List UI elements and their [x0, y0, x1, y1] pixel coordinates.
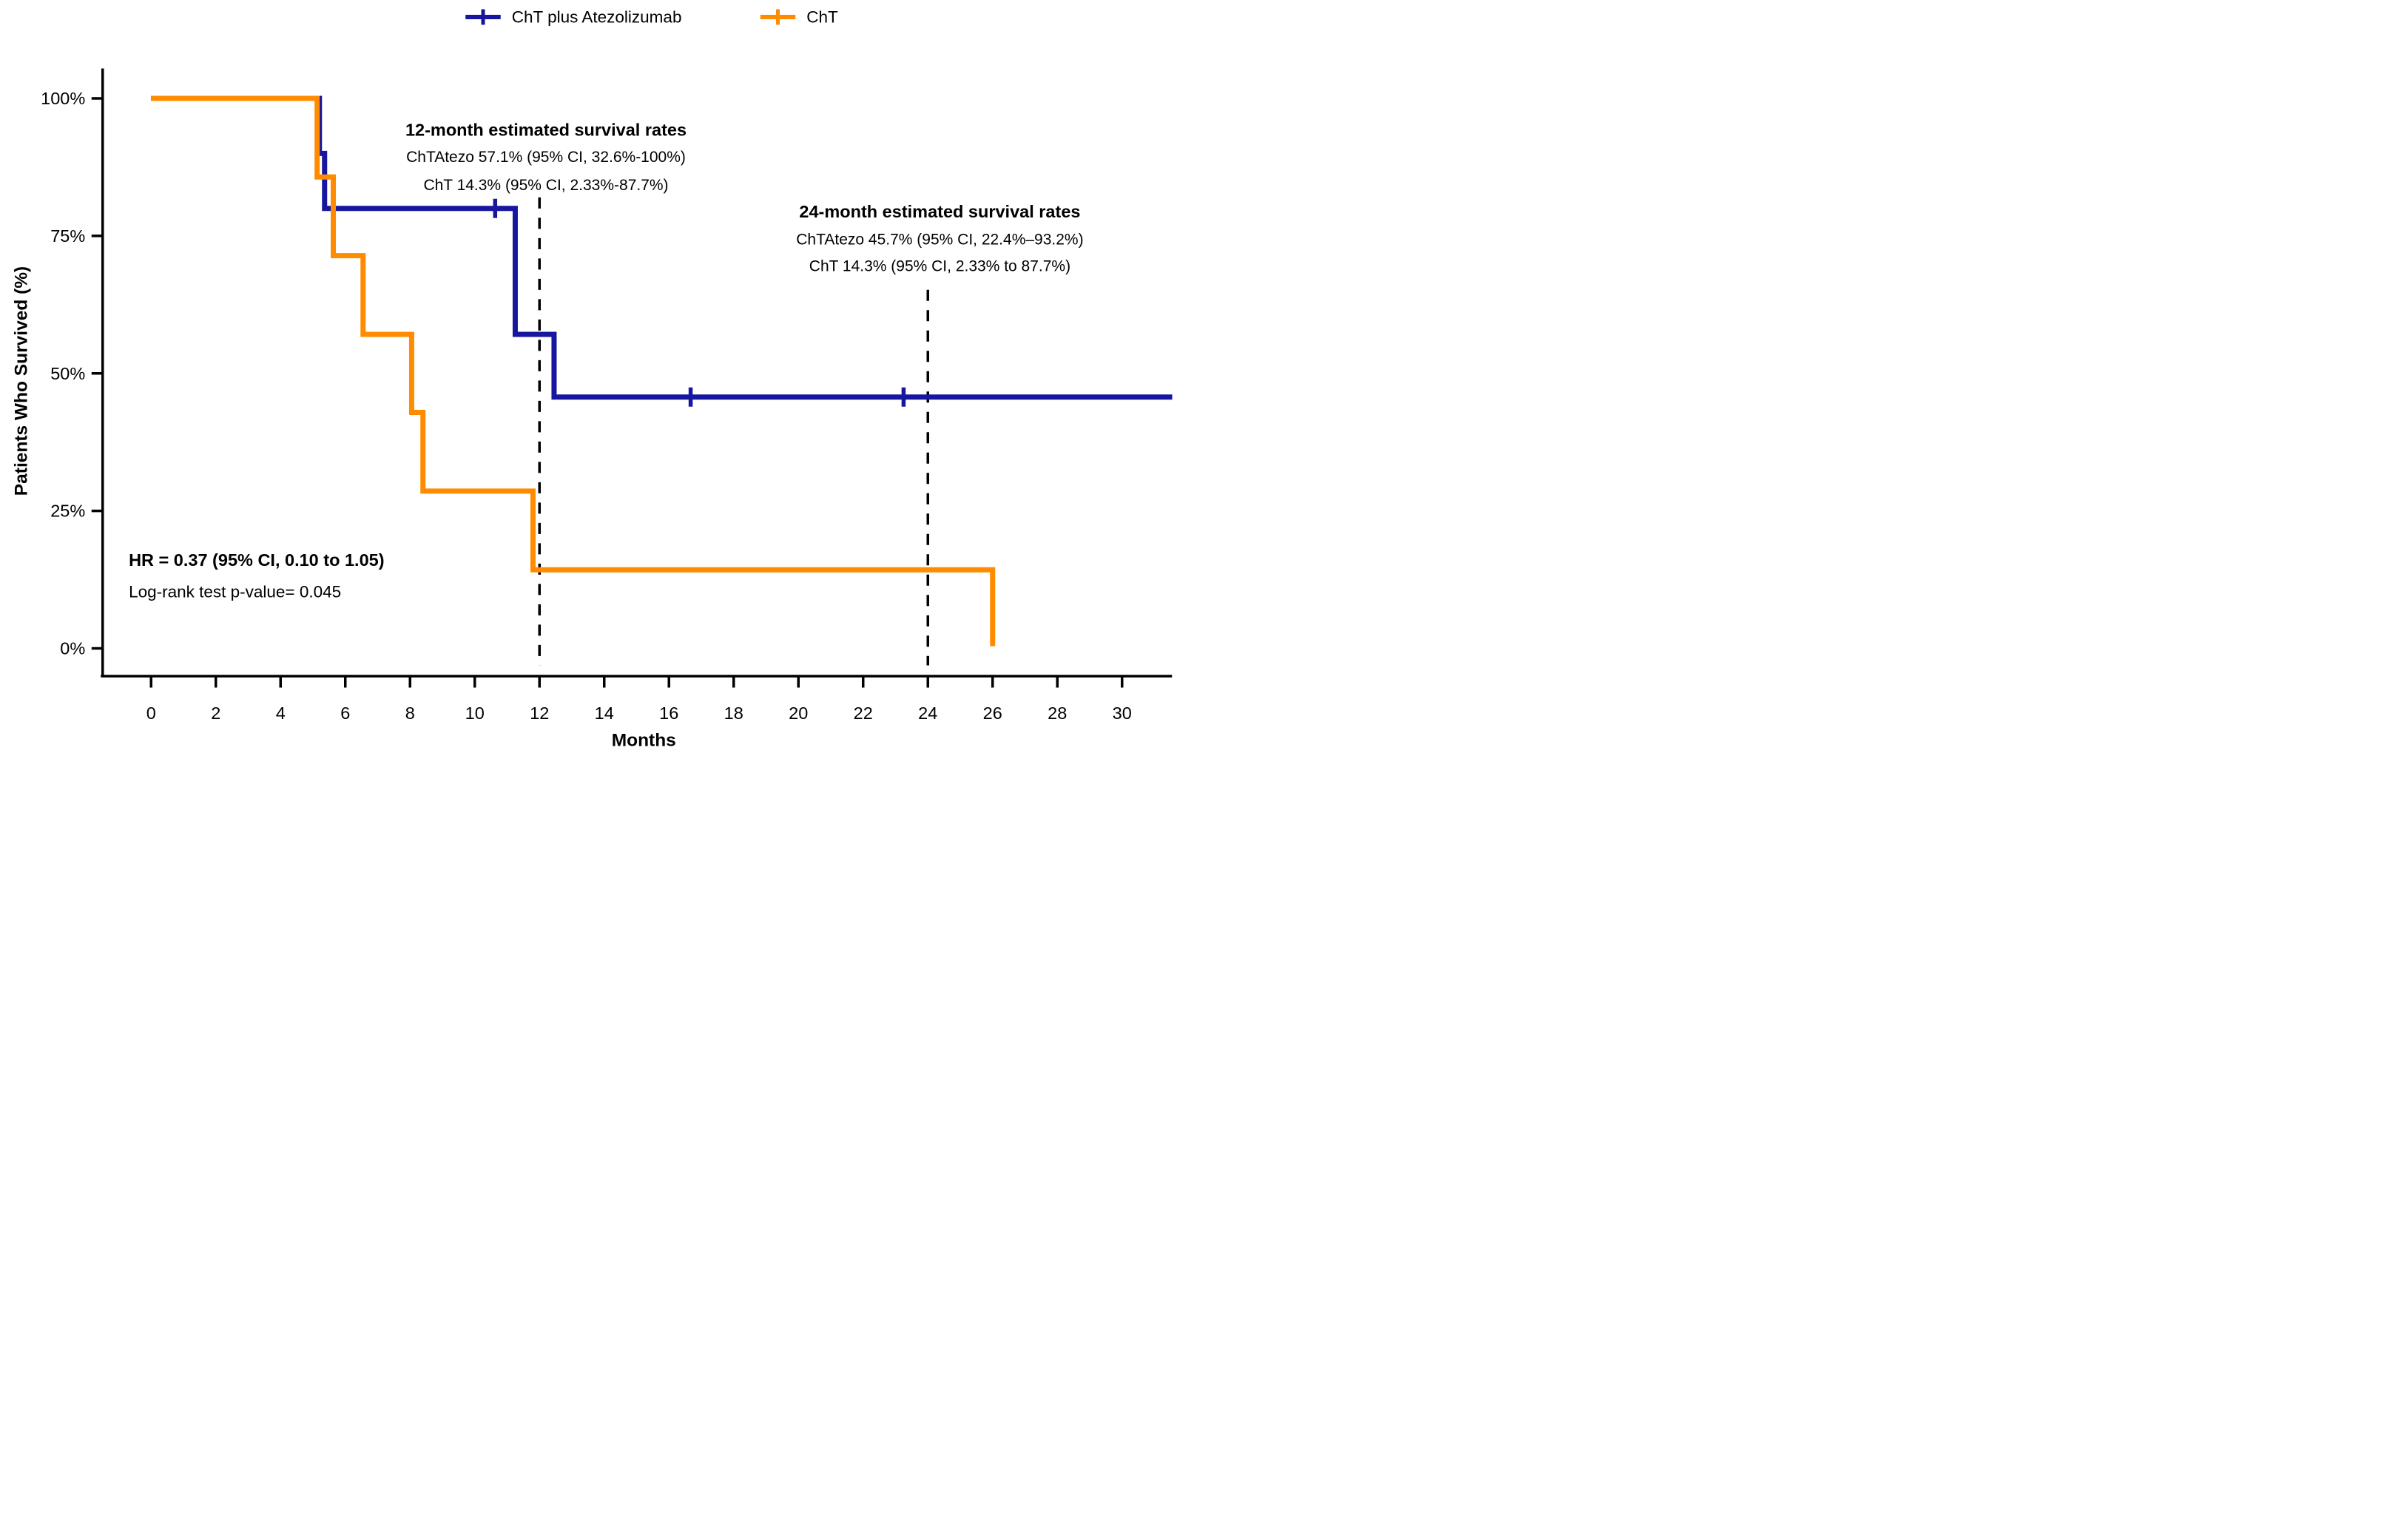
x-tick-label: 20: [789, 703, 808, 723]
x-tick-label: 4: [276, 703, 286, 723]
annotation-rates-24-month: ChT 14.3% (95% CI, 2.33% to 87.7%): [809, 257, 1070, 274]
annotation-rates-24-month: 24-month estimated survival rates: [799, 202, 1080, 221]
y-tick-label: 100%: [41, 89, 85, 108]
x-tick-label: 26: [983, 703, 1002, 723]
x-tick-label: 12: [530, 703, 549, 723]
y-tick-label: 0%: [60, 639, 85, 658]
x-tick-label: 28: [1048, 703, 1067, 723]
x-tick-label: 0: [146, 703, 156, 723]
annotation-hazard-ratio: HR = 0.37 (95% CI, 0.10 to 1.05): [129, 550, 384, 570]
plot-canvas: 0 2 4 6 8 10 12 14 16 18 20 22 24 26 28 300%25%50%75%10…: [11, 8, 1173, 751]
annotation-rates-12-month: ChTAtezo 57.1% (95% CI, 32.6%-100%): [406, 149, 686, 166]
annotation-rates-12-month: ChT 14.3% (95% CI, 2.33%-87.7%): [423, 177, 668, 194]
x-tick-label: 8: [405, 703, 415, 723]
x-tick-label: 6: [340, 703, 350, 723]
annotation-rates-12-month: 12-month estimated survival rates: [405, 120, 687, 139]
legend-label: ChT plus Atezolizumab: [512, 8, 682, 27]
x-tick-label: 30: [1113, 703, 1132, 723]
x-axis-title: Months: [612, 731, 676, 751]
km-survival-figure: 0 2 4 6 8 10 12 14 16 18 20 22 24 26 28 30 0% 25% 50% 75% 10…: [0, 0, 1204, 758]
x-tick-label: 24: [918, 703, 937, 723]
y-axis-title: Patients Who Survived (%): [11, 266, 31, 496]
survival-curve-cht: [151, 95, 996, 647]
x-tick-label: 10: [465, 703, 485, 723]
y-tick-label: 75%: [50, 226, 85, 246]
annotation-hazard-ratio: Log-rank test p-value= 0.045: [129, 582, 341, 601]
legend-label: ChT: [806, 8, 838, 27]
annotation-rates-24-month: ChTAtezo 45.7% (95% CI, 22.4%–93.2%): [796, 232, 1083, 249]
x-tick-label: 16: [659, 703, 678, 723]
x-tick-label: 22: [854, 703, 873, 723]
x-tick-label: 2: [211, 703, 220, 723]
x-tick-label: 18: [724, 703, 743, 723]
x-tick-label: 14: [595, 703, 614, 723]
y-tick-label: 50%: [50, 364, 85, 383]
y-tick-label: 25%: [50, 502, 85, 521]
